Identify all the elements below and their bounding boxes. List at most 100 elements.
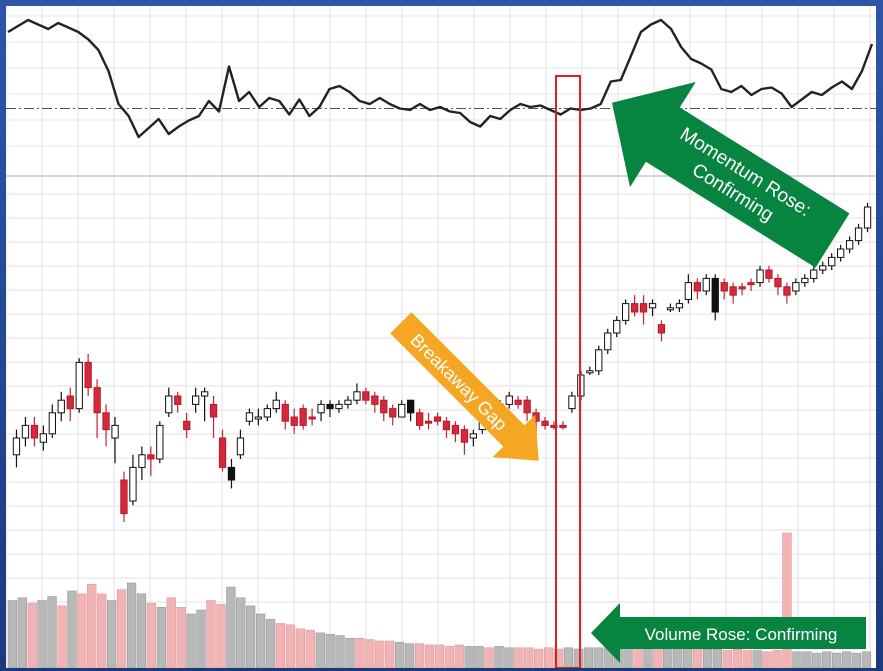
- volume-bar: [533, 648, 544, 668]
- volume-bar: [315, 632, 325, 668]
- candlestick: [12, 429, 21, 468]
- volume-bar: [295, 628, 305, 668]
- volume-bar: [474, 646, 484, 668]
- candlestick: [622, 299, 630, 325]
- volume-bar: [275, 623, 286, 668]
- volume-bar: [37, 600, 47, 668]
- candlestick: [568, 391, 576, 413]
- breakaway-gap-highlight-box: [555, 75, 581, 668]
- candlestick: [102, 404, 110, 447]
- volume-bar: [176, 606, 186, 668]
- volume-bar: [742, 650, 752, 668]
- candlestick: [648, 299, 657, 317]
- volume-bar: [841, 651, 852, 668]
- candlestick: [559, 421, 567, 430]
- candlestick: [810, 265, 818, 283]
- candlestick: [460, 425, 469, 455]
- candlestick: [451, 421, 460, 443]
- technical-chart: Momentum Rose: Confirming Breakaway Gap …: [6, 6, 876, 668]
- candlestick: [702, 274, 710, 296]
- volume-bar: [345, 637, 355, 668]
- candlestick: [111, 417, 119, 464]
- candlestick: [523, 396, 531, 422]
- candlestick: [774, 274, 782, 296]
- volume-bar: [57, 605, 67, 668]
- volume-bar: [27, 602, 37, 668]
- volume-bar: [524, 647, 534, 668]
- candlestick: [344, 396, 352, 409]
- candlestick: [174, 391, 182, 413]
- candlestick: [729, 282, 737, 304]
- volume-bar: [722, 650, 732, 668]
- candlestick: [57, 391, 65, 422]
- volume-bar: [484, 647, 494, 668]
- candlestick: [631, 295, 639, 317]
- candlestick: [30, 417, 39, 447]
- candlestick: [362, 387, 370, 405]
- candlestick: [93, 379, 101, 438]
- volume-bar: [802, 651, 812, 668]
- candlestick: [317, 400, 325, 422]
- volume-bar: [494, 646, 504, 668]
- volume-bar: [812, 652, 822, 668]
- candlestick: [792, 278, 800, 296]
- volume-bar: [375, 640, 385, 668]
- volume-bar: [355, 637, 365, 668]
- chart-panel: Momentum Rose: Confirming Breakaway Gap …: [6, 6, 876, 668]
- candlestick: [129, 454, 137, 506]
- volume-bar: [454, 644, 464, 668]
- candlestick: [595, 345, 603, 375]
- volume-bar: [156, 606, 166, 668]
- volume-bar: [146, 602, 156, 668]
- volume-bar: [7, 600, 17, 668]
- volume-bar: [583, 647, 593, 668]
- candlestick: [711, 274, 719, 321]
- candlestick: [657, 320, 666, 342]
- candlestick: [765, 265, 773, 283]
- volume-bar: [682, 646, 693, 668]
- candlestick: [335, 400, 343, 413]
- volume-bar: [692, 647, 703, 668]
- candlestick: [693, 278, 702, 300]
- candlestick: [245, 408, 254, 426]
- volume-bar: [226, 586, 236, 668]
- candlestick: [398, 400, 406, 418]
- volume-bar: [107, 600, 117, 668]
- volume-bar: [47, 596, 57, 668]
- volume-bar: [136, 593, 147, 668]
- momentum-callout-arrow: Momentum Rose: Confirming: [611, 81, 850, 268]
- candlestick: [147, 446, 155, 476]
- candlestick: [469, 429, 478, 447]
- candlestick: [837, 244, 845, 262]
- candlestick: [407, 399, 415, 422]
- volume-bar: [444, 646, 454, 668]
- candlestick: [756, 265, 764, 287]
- candlestick: [846, 236, 854, 254]
- volume-bar: [573, 648, 584, 668]
- volume-bar: [593, 647, 603, 668]
- momentum-panel: [6, 18, 876, 139]
- candlestick: [272, 391, 280, 413]
- volume-bar: [404, 643, 415, 668]
- candlestick: [290, 408, 298, 434]
- volume-bar: [861, 651, 872, 668]
- candlestick: [192, 387, 200, 413]
- volume-bar: [216, 604, 226, 668]
- candlestick: [120, 471, 128, 522]
- price-panel: [12, 202, 872, 522]
- volume-bar: [385, 640, 395, 668]
- volume-bar: [335, 635, 345, 668]
- volume-bar: [97, 593, 107, 668]
- volume-bar: [206, 600, 216, 668]
- candlestick: [666, 303, 675, 312]
- volume-bar: [186, 613, 196, 668]
- volume-bar: [543, 647, 554, 668]
- volume-bar: [752, 650, 762, 668]
- candlestick: [39, 425, 48, 451]
- candlestick: [675, 299, 684, 312]
- candlestick: [639, 295, 648, 325]
- volume-bar: [782, 532, 792, 668]
- candlestick: [380, 396, 388, 422]
- volume-bar: [236, 597, 246, 668]
